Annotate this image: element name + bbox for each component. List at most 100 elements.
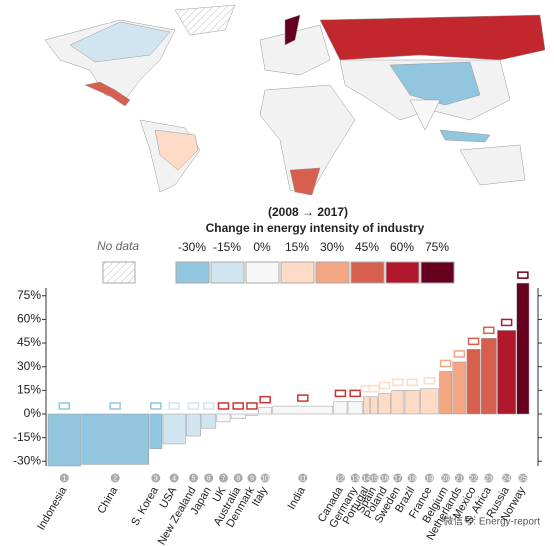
rank-badge (233, 473, 243, 483)
legend-label: 60% (390, 240, 414, 254)
flag (392, 378, 404, 387)
rank-badge (393, 473, 403, 483)
bar (333, 401, 348, 415)
rank-label: 3 (154, 475, 158, 482)
flag (439, 359, 452, 368)
world-map (44, 4, 546, 196)
bar (347, 401, 363, 415)
rank-label: 21 (455, 475, 463, 482)
rank-label: 9 (250, 475, 254, 482)
bar (419, 388, 439, 415)
rank-label: 13 (351, 475, 359, 482)
rank-label: 17 (394, 475, 402, 482)
flag (297, 394, 309, 402)
y-tick-label: 15% (17, 383, 41, 397)
legend-swatch (175, 261, 210, 284)
rank-label: 14 (362, 475, 370, 482)
flag (467, 337, 480, 346)
bar (258, 407, 273, 415)
rank-label: 25 (519, 475, 527, 482)
rank-label: 2 (113, 475, 117, 482)
rank-badge (188, 473, 198, 483)
bar (466, 349, 481, 415)
x-tick-label: Italy (250, 485, 271, 509)
rank-badge (59, 473, 69, 483)
rank-badge (169, 473, 179, 483)
flag (334, 389, 347, 398)
no-data-swatch (102, 261, 136, 284)
y-tick-label: 0% (24, 406, 42, 420)
rank-badge (151, 473, 161, 483)
flag (202, 402, 215, 410)
bar (47, 413, 81, 467)
rank-badge (454, 473, 464, 483)
rank-badge (518, 473, 528, 483)
rank-badge (298, 473, 308, 483)
flag (246, 402, 258, 410)
rank-badge (204, 473, 214, 483)
rank-badge (369, 473, 379, 483)
y-tick-label: -30% (13, 453, 41, 467)
legend-label: 0% (253, 240, 271, 254)
rank-badge (110, 473, 120, 483)
rank-label: 8 (236, 475, 240, 482)
bar (452, 361, 467, 415)
legend-label: -15% (213, 240, 241, 254)
flag (168, 402, 180, 410)
bar (246, 413, 258, 416)
bar (480, 338, 497, 415)
rank-label: 18 (408, 475, 416, 482)
legend-swatch (420, 261, 455, 284)
legend-swatch (350, 261, 385, 284)
legend-swatch (280, 261, 315, 284)
rank-badge (380, 473, 390, 483)
rank-label: 15 (370, 475, 378, 482)
rank-badge (424, 473, 434, 483)
legend-label: 75% (425, 240, 449, 254)
y-tick-label: 30% (17, 359, 41, 373)
rank-badge (484, 473, 494, 483)
flag (109, 402, 121, 410)
flag (453, 350, 466, 358)
flag (368, 384, 380, 393)
bar (516, 282, 530, 415)
rank-badge (469, 473, 479, 483)
flag (483, 326, 495, 335)
y-tick-label: 45% (17, 335, 41, 349)
y-tick-label: 75% (17, 288, 41, 302)
bar (439, 371, 452, 415)
bar (378, 393, 391, 415)
bar (216, 413, 231, 423)
bar (186, 413, 201, 437)
rank-badge (218, 473, 228, 483)
rank-badge (441, 473, 451, 483)
rank-badge (350, 473, 360, 483)
rank-badge (260, 473, 270, 483)
flag (217, 402, 230, 410)
rank-label: 6 (207, 475, 211, 482)
flag (378, 381, 391, 390)
watermark: 微信号: Energy-report (443, 515, 540, 528)
legend-label: 15% (285, 240, 309, 254)
rank-label: 11 (299, 475, 306, 482)
flag (58, 402, 71, 410)
rank-badge (407, 473, 417, 483)
rank-badge (335, 473, 345, 483)
legend-swatch (210, 261, 245, 284)
bar (162, 413, 186, 445)
rank-badge (247, 473, 257, 483)
rank-label: 20 (442, 475, 450, 482)
y-tick-label: -15% (13, 430, 41, 444)
bar (497, 330, 517, 415)
flag (406, 378, 418, 387)
legend-label: 30% (320, 240, 344, 254)
legend-swatch (385, 261, 420, 284)
x-tick-label: India (286, 484, 309, 511)
bar (272, 405, 334, 415)
rank-badge (361, 473, 371, 483)
legend-swatch (315, 261, 350, 284)
bar (363, 396, 370, 415)
rank-label: 23 (485, 475, 493, 482)
bar (201, 413, 217, 429)
flag (187, 402, 200, 410)
